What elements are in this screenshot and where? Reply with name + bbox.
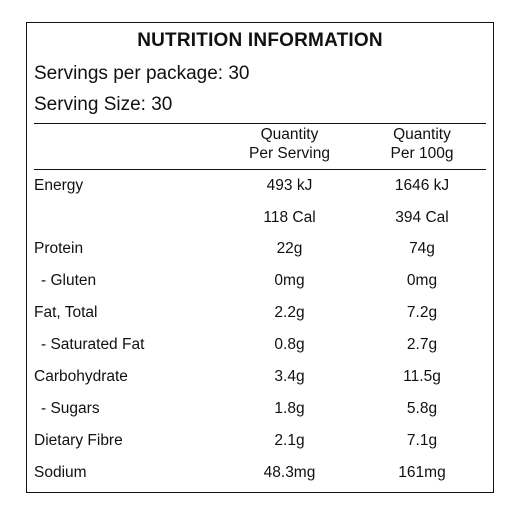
nutrient-name: Fat, Total (34, 304, 98, 321)
column-header-line: Quantity (260, 126, 319, 143)
nutrient-name: - Sugars (41, 400, 100, 417)
per-100g-value: 7.2g (406, 304, 438, 321)
column-header-line: Per 100g (390, 145, 454, 162)
nutrient-name: - Gluten (41, 272, 97, 289)
table-row: Energy 493 kJ 1646 kJ (27, 174, 493, 198)
table-row: - Sugars 1.8g 5.8g (27, 397, 493, 421)
per-serving-value: 48.3mg (263, 464, 316, 481)
table-row: Protein 22g 74g (27, 237, 493, 261)
nutrient-name: - Saturated Fat (41, 336, 145, 353)
panel-title: NUTRITION INFORMATION (137, 30, 383, 51)
column-header-per-serving: Quantity Per Serving (227, 125, 352, 163)
per-100g-value: 0mg (406, 272, 438, 289)
per-serving-value: 3.4g (274, 368, 305, 385)
per-serving-value: 2.1g (274, 432, 305, 449)
serving-size: Serving Size: 30 (34, 94, 173, 115)
table-row: Sodium 48.3mg 161mg (27, 461, 493, 485)
nutrient-name: Protein (34, 240, 84, 257)
per-100g-value: 5.8g (406, 400, 438, 417)
column-header-line: Per Serving (249, 145, 330, 162)
nutrient-name: Carbohydrate (34, 368, 128, 385)
per-100g-value: 161mg (398, 464, 446, 481)
table-row: 118 Cal 394 Cal (27, 206, 493, 230)
table-row: Fat, Total 2.2g 7.2g (27, 301, 493, 325)
per-serving-value: 0.8g (274, 336, 305, 353)
per-100g-value: 394 Cal (395, 209, 449, 226)
per-100g-value: 1646 kJ (394, 177, 450, 194)
per-100g-value: 74g (409, 240, 435, 257)
table-row: Carbohydrate 3.4g 11.5g (27, 365, 493, 389)
nutrient-name: Sodium (34, 464, 87, 481)
table-row: - Gluten 0mg 0mg (27, 269, 493, 293)
per-serving-value: 1.8g (274, 400, 305, 417)
nutrient-name: Energy (34, 177, 84, 194)
per-serving-value: 493 kJ (266, 177, 313, 194)
per-100g-value: 2.7g (406, 336, 438, 353)
table-row: - Saturated Fat 0.8g 2.7g (27, 333, 493, 357)
nutrition-panel: NUTRITION INFORMATION Servings per packa… (26, 22, 494, 493)
per-100g-value: 11.5g (403, 368, 441, 385)
column-header-per-100g: Quantity Per 100g (372, 125, 472, 163)
header-divider (34, 123, 486, 124)
per-100g-value: 7.1g (406, 432, 438, 449)
per-serving-value: 2.2g (274, 304, 305, 321)
per-serving-value: 0mg (274, 272, 305, 289)
servings-per-package: Servings per package: 30 (34, 63, 250, 84)
nutrient-name: Dietary Fibre (34, 432, 123, 449)
per-serving-value: 118 Cal (263, 209, 316, 226)
column-header-line: Quantity (393, 126, 451, 143)
per-serving-value: 22g (276, 240, 303, 257)
column-header-divider (34, 169, 486, 170)
table-row: Dietary Fibre 2.1g 7.1g (27, 429, 493, 453)
